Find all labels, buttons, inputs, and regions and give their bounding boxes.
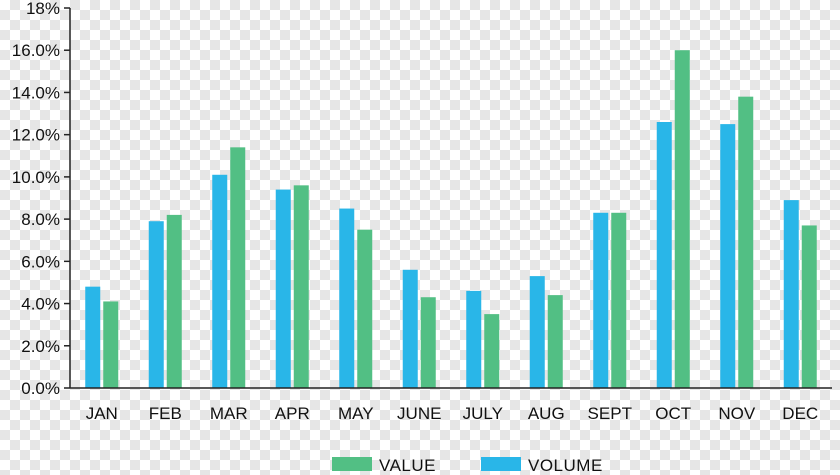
legend-label-value: VALUE bbox=[379, 456, 436, 475]
y-tick-label: 6.0% bbox=[21, 252, 60, 271]
legend: VALUE VOLUME bbox=[332, 456, 603, 475]
bar-value-may bbox=[357, 229, 373, 388]
x-tick-label: SEPT bbox=[588, 404, 632, 423]
x-tick-label: NOV bbox=[718, 404, 756, 423]
bar-volume-june bbox=[402, 269, 418, 388]
x-tick-label: JAN bbox=[86, 404, 118, 423]
bar-volume-feb bbox=[148, 221, 164, 388]
y-tick-label: 12.0% bbox=[12, 126, 60, 145]
bar-value-sept bbox=[611, 212, 627, 388]
x-tick-label: JUNE bbox=[397, 404, 441, 423]
bar-volume-nov bbox=[720, 124, 736, 388]
y-tick-label: 4.0% bbox=[21, 295, 60, 314]
bar-volume-jan bbox=[85, 286, 101, 388]
bar-volume-apr bbox=[275, 189, 291, 388]
bar-value-nov bbox=[738, 96, 754, 389]
bar-value-jan bbox=[103, 301, 119, 388]
legend-swatch-value bbox=[332, 457, 372, 471]
bars bbox=[85, 50, 817, 389]
bar-value-dec bbox=[801, 225, 817, 388]
y-axis: 0.0% 2.0% 4.0% 6.0% 8.0% 10.0% 12.0% 14.0% 16.0%… bbox=[12, 0, 71, 398]
y-tick-label: 0.0% bbox=[21, 379, 60, 398]
bar-value-aug bbox=[547, 295, 563, 388]
y-tick-label: 8.0% bbox=[21, 210, 60, 229]
x-tick-label: FEB bbox=[149, 404, 182, 423]
x-tick-label: MAR bbox=[210, 404, 248, 423]
y-tick-label: 10.0% bbox=[12, 168, 60, 187]
bar-value-mar bbox=[230, 147, 246, 388]
bar-value-july bbox=[484, 314, 500, 388]
x-tick-label: DEC bbox=[782, 404, 818, 423]
x-tick-label: MAY bbox=[338, 404, 374, 423]
x-axis: JAN FEB MAR APR MAY JUNE JULY AUG SEPT OCT NOV DEC bbox=[70, 387, 832, 423]
y-tick-label: 16.0% bbox=[12, 41, 60, 60]
x-tick-label: APR bbox=[275, 404, 310, 423]
y-tick-label: 2.0% bbox=[21, 337, 60, 356]
x-tick-label: OCT bbox=[655, 404, 691, 423]
bar-value-feb bbox=[166, 214, 182, 388]
x-tick-label: JULY bbox=[463, 404, 503, 423]
y-tick-label: 14.0% bbox=[12, 83, 60, 102]
bar-volume-dec bbox=[783, 200, 799, 388]
y-tick-label: 18% bbox=[26, 0, 60, 18]
bar-value-apr bbox=[293, 185, 309, 388]
bar-volume-aug bbox=[529, 276, 545, 388]
bar-value-oct bbox=[674, 50, 690, 388]
bar-volume-mar bbox=[212, 174, 228, 388]
legend-label-volume: VOLUME bbox=[528, 456, 603, 475]
bar-value-june bbox=[420, 297, 436, 388]
bar-volume-may bbox=[339, 208, 355, 388]
bar-volume-oct bbox=[656, 122, 672, 388]
bar-volume-july bbox=[466, 290, 482, 388]
x-tick-label: AUG bbox=[528, 404, 565, 423]
bar-volume-sept bbox=[593, 212, 609, 388]
legend-swatch-volume bbox=[481, 457, 521, 471]
